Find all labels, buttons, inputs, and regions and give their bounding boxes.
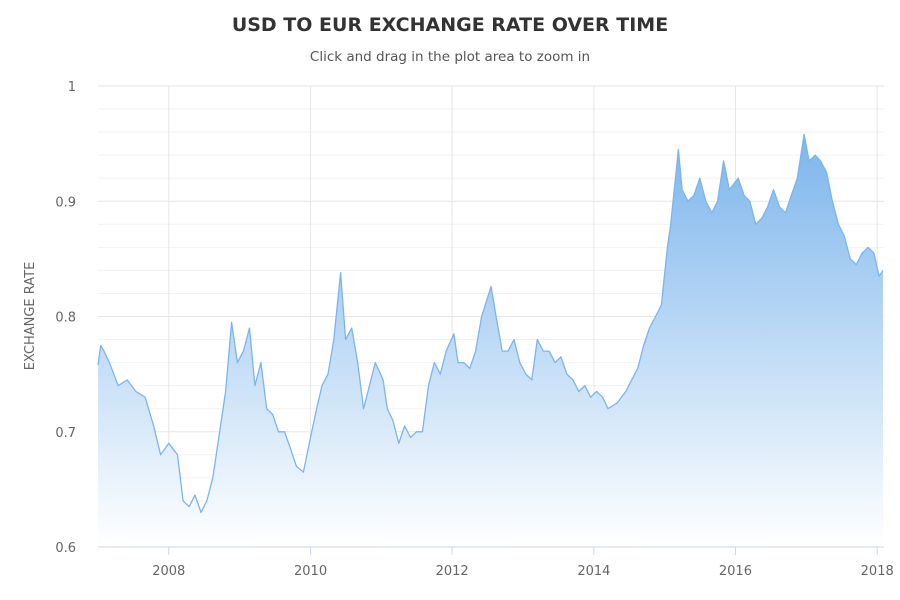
x-tick-label: 2008 [152,564,185,579]
x-axis: 2008 2010 2012 2014 2016 2018 [152,547,894,579]
y-axis: 0.6 0.7 0.8 0.9 1 [55,80,76,556]
y-tick-label: 0.9 [55,195,76,210]
chart-title: USD TO EUR EXCHANGE RATE OVER TIME [232,14,668,36]
x-tick-label: 2010 [294,564,327,579]
x-tick-label: 2016 [719,564,752,579]
plot-area[interactable] [97,133,884,547]
chart-subtitle: Click and drag in the plot area to zoom … [310,49,590,65]
series-area [98,134,883,547]
x-tick-label: 2014 [577,564,610,579]
y-axis-title: EXCHANGE RATE [23,262,38,371]
series-line[interactable] [97,133,884,514]
x-tick-label: 2012 [436,564,469,579]
y-tick-label: 0.6 [55,541,76,556]
y-tick-label: 0.8 [55,311,76,326]
y-tick-label: 0.7 [55,426,76,441]
y-tick-label: 1 [68,80,76,95]
x-tick-label: 2018 [861,564,894,579]
